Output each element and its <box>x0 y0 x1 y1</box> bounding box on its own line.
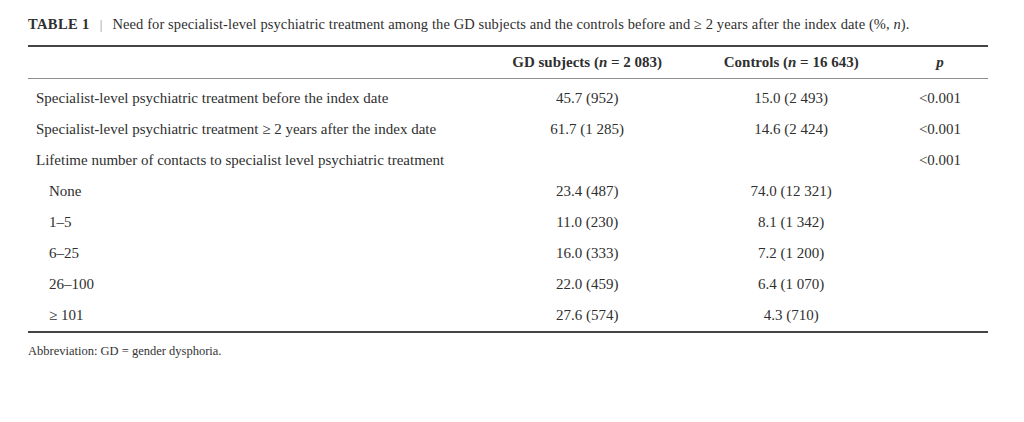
row-label: 26–100 <box>28 269 484 300</box>
gd-value: 45.7 (952) <box>484 79 690 115</box>
footnote: Abbreviation: GD = gender dysphoria. <box>28 333 988 359</box>
table-row: Lifetime number of contacts to specialis… <box>28 145 988 176</box>
table-row: ≥ 101 27.6 (574) 4.3 (710) <box>28 300 988 331</box>
caption-text-end: ). <box>901 16 910 32</box>
p-value <box>892 176 988 207</box>
controls-value: 7.2 (1 200) <box>690 238 892 269</box>
controls-header-text: Controls ( <box>724 54 788 70</box>
column-header-rowlabel <box>28 47 484 79</box>
p-value: <0.001 <box>892 145 988 176</box>
row-label: Specialist-level psychiatric treatment ≥… <box>28 114 484 145</box>
p-value <box>892 300 988 331</box>
caption-italic-n: n <box>893 16 900 32</box>
table-row: None 23.4 (487) 74.0 (12 321) <box>28 176 988 207</box>
row-label: Lifetime number of contacts to specialis… <box>28 145 484 176</box>
caption-text: Need for specialist-level psychiatric tr… <box>112 16 893 32</box>
table-number: TABLE 1 <box>28 16 90 32</box>
table-row: Specialist-level psychiatric treatment ≥… <box>28 114 988 145</box>
p-value: <0.001 <box>892 79 988 115</box>
controls-value: 14.6 (2 424) <box>690 114 892 145</box>
column-header-p: p <box>892 47 988 79</box>
p-value <box>892 238 988 269</box>
caption-separator: | <box>100 17 103 32</box>
table-row: Specialist-level psychiatric treatment b… <box>28 79 988 115</box>
row-label: Specialist-level psychiatric treatment b… <box>28 79 484 115</box>
results-table: GD subjects (n = 2 083) Controls (n = 16… <box>28 47 988 331</box>
controls-value: 4.3 (710) <box>690 300 892 331</box>
controls-value: 6.4 (1 070) <box>690 269 892 300</box>
controls-value: 8.1 (1 342) <box>690 207 892 238</box>
p-value: <0.001 <box>892 114 988 145</box>
row-label: ≥ 101 <box>28 300 484 331</box>
p-value <box>892 269 988 300</box>
row-label: None <box>28 176 484 207</box>
controls-value: 15.0 (2 493) <box>690 79 892 115</box>
paper-table-page: TABLE 1 | Need for specialist-level psychi… <box>0 0 1024 422</box>
gd-value: 61.7 (1 285) <box>484 114 690 145</box>
table-caption: TABLE 1 | Need for specialist-level psychi… <box>28 14 988 35</box>
gd-value: 23.4 (487) <box>484 176 690 207</box>
p-value <box>892 207 988 238</box>
controls-value: 74.0 (12 321) <box>690 176 892 207</box>
gd-value: 27.6 (574) <box>484 300 690 331</box>
header-row: GD subjects (n = 2 083) Controls (n = 16… <box>28 47 988 79</box>
row-label: 1–5 <box>28 207 484 238</box>
gd-header-text: GD subjects ( <box>512 54 599 70</box>
column-header-gd-subjects: GD subjects (n = 2 083) <box>484 47 690 79</box>
table-row: 1–5 11.0 (230) 8.1 (1 342) <box>28 207 988 238</box>
column-header-controls: Controls (n = 16 643) <box>690 47 892 79</box>
controls-header-count: = 16 643) <box>796 54 858 70</box>
table-row: 26–100 22.0 (459) 6.4 (1 070) <box>28 269 988 300</box>
gd-header-count: = 2 083) <box>607 54 662 70</box>
gd-value: 22.0 (459) <box>484 269 690 300</box>
gd-value <box>484 145 690 176</box>
gd-value: 16.0 (333) <box>484 238 690 269</box>
table-row: 6–25 16.0 (333) 7.2 (1 200) <box>28 238 988 269</box>
row-label: 6–25 <box>28 238 484 269</box>
gd-value: 11.0 (230) <box>484 207 690 238</box>
controls-value <box>690 145 892 176</box>
